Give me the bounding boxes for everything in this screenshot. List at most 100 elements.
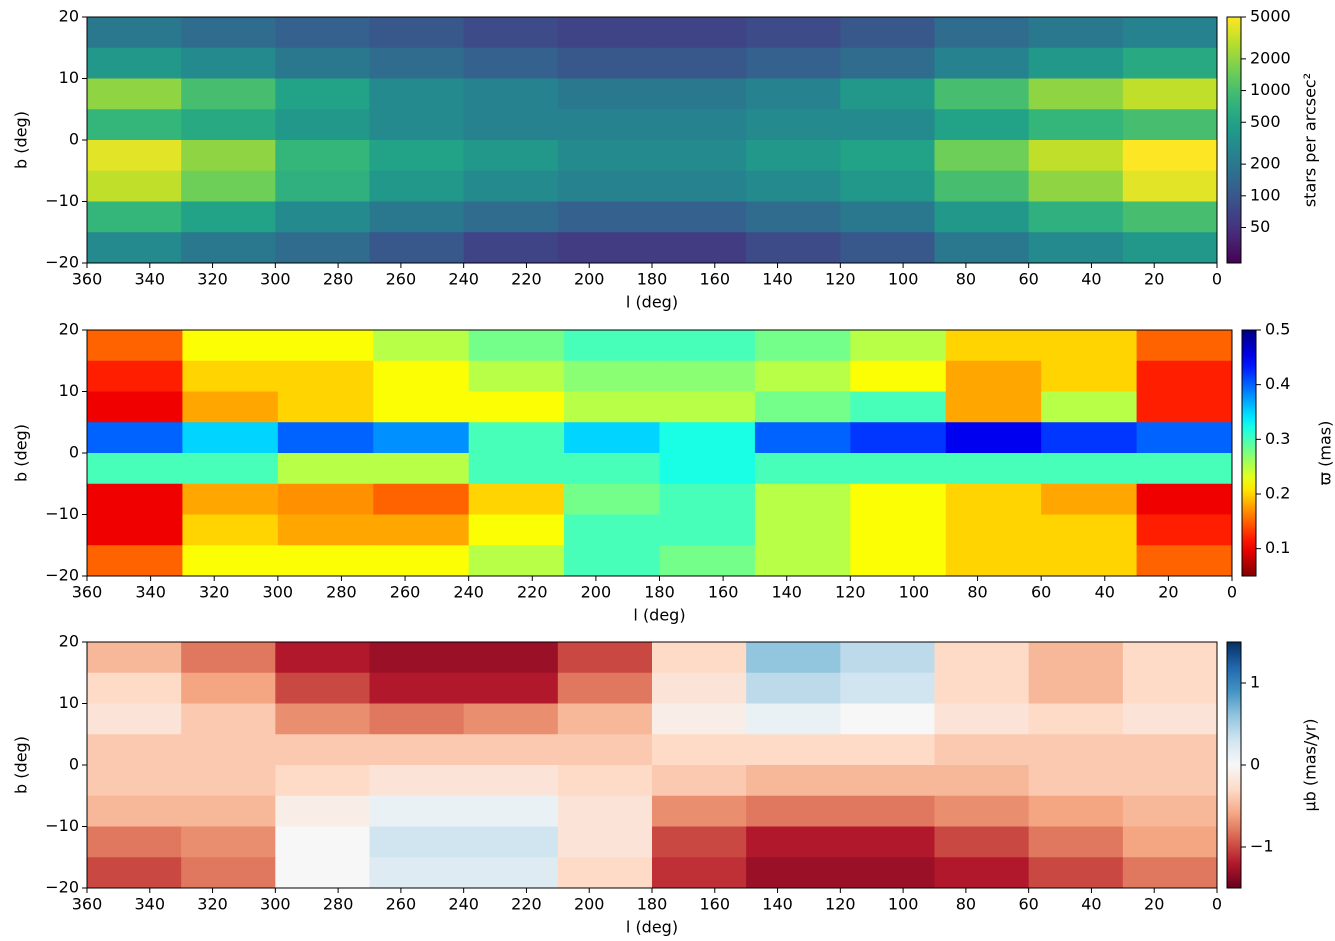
heatmap-cell xyxy=(840,109,935,141)
colorbar-tick-label: 0.1 xyxy=(1265,538,1290,557)
heatmap-cell xyxy=(1041,545,1138,577)
y-tick-label: −10 xyxy=(45,816,79,835)
heatmap-cell xyxy=(564,360,660,392)
x-tick-label: 360 xyxy=(72,583,103,602)
x-tick-label: 240 xyxy=(453,583,484,602)
heatmap-cell xyxy=(463,140,559,172)
heatmap-cell xyxy=(463,672,559,704)
heatmap-cell xyxy=(87,170,182,202)
heatmap-cell xyxy=(652,765,747,797)
x-tick-label: 40 xyxy=(1095,583,1115,602)
heatmap-cell xyxy=(659,453,756,485)
colorbar-tick-label: −1 xyxy=(1250,837,1274,856)
heatmap-cell xyxy=(275,703,370,735)
x-tick-label: 220 xyxy=(511,270,542,289)
colorbar-tick-label: 2000 xyxy=(1250,48,1291,67)
heatmap-cell xyxy=(652,672,747,704)
heatmap-cell xyxy=(369,78,465,110)
heatmap-cell xyxy=(87,483,183,515)
heatmap-cell xyxy=(934,201,1030,233)
x-tick-label: 220 xyxy=(511,895,542,914)
heatmap-cell xyxy=(934,642,1030,674)
x-tick-label: 100 xyxy=(888,270,919,289)
heatmap-cell xyxy=(1136,360,1233,392)
colorbar-tick-label: 1 xyxy=(1250,673,1260,692)
x-tick-label: 80 xyxy=(967,583,987,602)
x-tick-label: 200 xyxy=(574,270,605,289)
heatmap-cell xyxy=(840,703,935,735)
heatmap-cell xyxy=(275,109,370,141)
colorbar-label: ϖ (mas) xyxy=(1316,421,1335,486)
heatmap-cell xyxy=(557,232,653,264)
heatmap-cell xyxy=(934,47,1030,79)
x-tick-label: 200 xyxy=(581,583,612,602)
heatmap-cell xyxy=(564,453,660,485)
x-tick-label: 300 xyxy=(260,270,291,289)
heatmap-cell xyxy=(1122,734,1218,766)
heatmap-cell xyxy=(850,360,947,392)
heatmap-cell xyxy=(181,857,276,889)
heatmap-cell xyxy=(564,483,660,515)
heatmap-cell xyxy=(934,78,1030,110)
heatmap-cell xyxy=(1136,422,1233,454)
x-tick-label: 360 xyxy=(72,895,103,914)
heatmap-cell xyxy=(1122,672,1218,704)
x-tick-label: 0 xyxy=(1212,270,1222,289)
heatmap-cell xyxy=(850,514,947,546)
heatmap-cell xyxy=(181,734,276,766)
heatmap-cell xyxy=(87,17,182,49)
heatmap-cell xyxy=(746,795,841,827)
x-tick-label: 160 xyxy=(708,583,739,602)
heatmap-cell xyxy=(182,360,279,392)
heatmap-cell xyxy=(652,47,747,79)
x-tick-label: 40 xyxy=(1081,270,1101,289)
heatmap-cell xyxy=(468,545,565,577)
heatmap-cell xyxy=(945,545,1042,577)
x-tick-label: 220 xyxy=(517,583,548,602)
x-axis-label: l (deg) xyxy=(626,293,678,312)
heatmap-cell xyxy=(369,672,465,704)
heatmap-cell xyxy=(850,391,947,423)
heatmap-cell xyxy=(468,453,565,485)
heatmap-cell xyxy=(463,795,559,827)
heatmap-cell xyxy=(463,78,559,110)
heatmap-cell xyxy=(87,140,182,172)
heatmap-cell xyxy=(181,795,276,827)
heatmap-cell xyxy=(87,391,183,423)
y-tick-label: 20 xyxy=(59,7,79,26)
heatmap-cell xyxy=(181,672,276,704)
heatmap-cell xyxy=(746,17,841,49)
heatmap-cell xyxy=(1028,47,1124,79)
heatmap-cell xyxy=(87,826,182,858)
heatmap-cell xyxy=(557,857,653,889)
heatmap-cell xyxy=(564,545,660,577)
heatmap-cell xyxy=(463,765,559,797)
heatmap-cell xyxy=(1122,642,1218,674)
heatmap-cell xyxy=(746,672,841,704)
x-tick-label: 120 xyxy=(825,270,856,289)
y-axis-label: b (deg) xyxy=(12,111,31,169)
heatmap-cell xyxy=(468,330,565,362)
heatmap-cell xyxy=(373,483,470,515)
y-tick-label: 10 xyxy=(59,381,79,400)
heatmap-cell xyxy=(87,672,182,704)
heatmap-cell xyxy=(277,545,374,577)
x-tick-label: 340 xyxy=(135,895,166,914)
heatmap-cell xyxy=(850,545,947,577)
heatmap-cell xyxy=(557,78,653,110)
x-tick-label: 20 xyxy=(1158,583,1178,602)
heatmap-cell xyxy=(840,17,935,49)
heatmap-cell xyxy=(1028,826,1124,858)
heatmap-cell xyxy=(945,391,1042,423)
heatmap-cell xyxy=(463,703,559,735)
x-tick-label: 20 xyxy=(1144,270,1164,289)
y-tick-label: 0 xyxy=(69,443,79,462)
heatmap-cell xyxy=(468,514,565,546)
heatmap-cell xyxy=(945,360,1042,392)
heatmap-cell xyxy=(87,330,183,362)
heatmap-cell xyxy=(945,483,1042,515)
heatmap-cell xyxy=(468,360,565,392)
heatmap-cell xyxy=(934,232,1030,264)
heatmap-cell xyxy=(652,795,747,827)
heatmap-cell xyxy=(463,47,559,79)
